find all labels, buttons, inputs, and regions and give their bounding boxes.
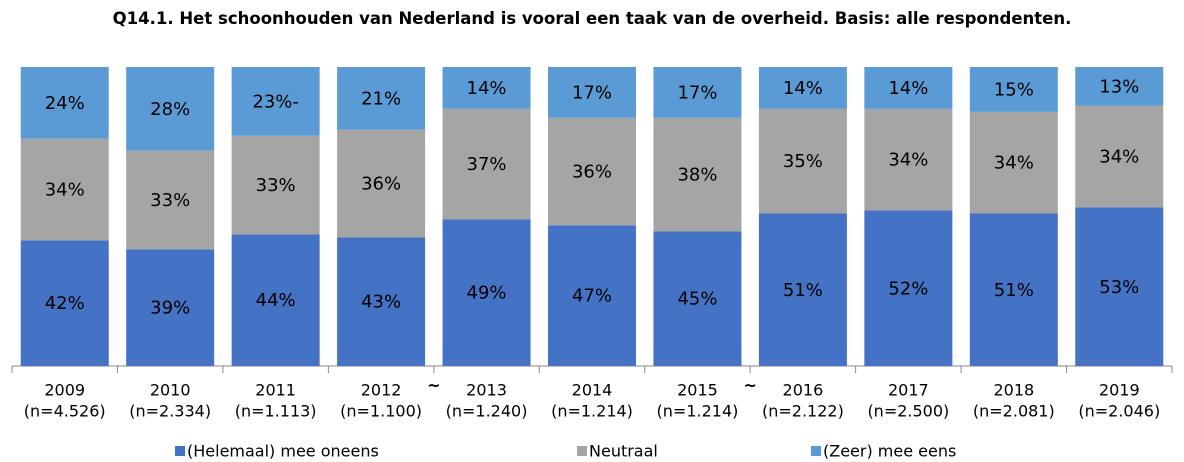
value-label: 36% bbox=[361, 174, 401, 195]
value-label: 34% bbox=[994, 153, 1034, 174]
value-label: 45% bbox=[677, 289, 717, 310]
bar-segment bbox=[548, 225, 636, 366]
value-label: 49% bbox=[467, 283, 507, 304]
value-label: 28% bbox=[150, 99, 190, 120]
bar-segment bbox=[20, 240, 109, 366]
bar-segment bbox=[1075, 105, 1164, 208]
bar-segment bbox=[758, 108, 847, 214]
bar-segment bbox=[442, 67, 531, 109]
bar-segment bbox=[758, 213, 847, 366]
x-tick-label: 2010 bbox=[150, 381, 191, 400]
x-tick-label: 2013 bbox=[466, 381, 507, 400]
legend-label: Neutraal bbox=[589, 442, 658, 461]
bar-segment bbox=[337, 67, 426, 130]
value-label: 35% bbox=[783, 151, 823, 172]
x-tick-sublabel: (n=2.500) bbox=[867, 402, 949, 421]
bar-segment bbox=[864, 67, 953, 109]
x-tick-label: 2014 bbox=[572, 381, 613, 400]
bar-segment bbox=[969, 67, 1058, 112]
bar-segment bbox=[126, 67, 215, 151]
value-label: 39% bbox=[150, 298, 190, 319]
bar-segment bbox=[20, 138, 109, 241]
x-tick-label: 2017 bbox=[888, 381, 929, 400]
x-tick-sublabel: (n=1.100) bbox=[340, 402, 422, 421]
x-tick-label: 2011 bbox=[255, 381, 296, 400]
value-label: 43% bbox=[361, 292, 401, 313]
value-label: 14% bbox=[888, 78, 928, 99]
bar-segment bbox=[548, 67, 636, 118]
value-label: 34% bbox=[45, 180, 85, 201]
legend-swatch bbox=[811, 446, 821, 456]
value-label: 24% bbox=[45, 93, 85, 114]
legend-swatch bbox=[577, 446, 587, 456]
chart-title: Q14.1. Het schoonhouden van Nederland is… bbox=[112, 9, 1072, 28]
value-label: 34% bbox=[1099, 147, 1139, 168]
x-tick-label: 2009 bbox=[44, 381, 85, 400]
value-label: 21% bbox=[361, 88, 401, 109]
bar-segment bbox=[231, 234, 320, 366]
bar-segment bbox=[653, 231, 742, 366]
bar-segment bbox=[969, 111, 1058, 214]
x-tick-label: 2016 bbox=[783, 381, 824, 400]
value-label: 14% bbox=[467, 78, 507, 99]
x-tick-sublabel: (n=1.240) bbox=[446, 402, 528, 421]
value-label: 13% bbox=[1099, 76, 1139, 97]
value-label: 38% bbox=[677, 165, 717, 186]
value-label: 52% bbox=[888, 278, 928, 299]
legend-label: (Helemaal) mee oneens bbox=[187, 442, 379, 461]
bar-segment bbox=[126, 249, 215, 366]
bar-segment bbox=[231, 135, 320, 235]
x-tick-sublabel: (n=4.526) bbox=[24, 402, 106, 421]
bar-segment bbox=[864, 210, 953, 366]
bar-segment bbox=[442, 108, 531, 220]
value-label: 53% bbox=[1099, 277, 1139, 298]
x-tick-sublabel: (n=1.113) bbox=[235, 402, 317, 421]
value-label: 51% bbox=[783, 280, 823, 301]
bar-segment bbox=[1075, 67, 1164, 106]
value-label: 17% bbox=[677, 82, 717, 103]
x-tick-label: 2015 bbox=[677, 381, 718, 400]
bar-segment bbox=[20, 67, 109, 139]
x-tick-sublabel: (n=1.214) bbox=[657, 402, 739, 421]
value-label: 42% bbox=[45, 293, 85, 314]
bar-segment bbox=[442, 219, 531, 366]
x-tick-sublabel: (n=1.214) bbox=[551, 402, 633, 421]
value-label: 33% bbox=[256, 175, 296, 196]
value-label: 34% bbox=[888, 150, 928, 171]
value-label: 44% bbox=[256, 290, 296, 311]
bar-segment bbox=[231, 67, 320, 136]
annotation: ~ bbox=[427, 376, 440, 395]
value-label: 37% bbox=[467, 154, 507, 175]
bar-segment bbox=[126, 150, 215, 250]
bar-segment bbox=[653, 117, 742, 232]
bar-segment bbox=[758, 67, 847, 109]
bar-segment bbox=[864, 108, 953, 211]
bar-segment bbox=[337, 237, 426, 366]
annotation: ~ bbox=[743, 376, 756, 395]
legend-label: (Zeer) mee eens bbox=[823, 442, 956, 461]
value-label: 17% bbox=[572, 82, 612, 103]
x-tick-label: 2018 bbox=[993, 381, 1034, 400]
x-tick-label: 2019 bbox=[1099, 381, 1140, 400]
value-label: 36% bbox=[572, 162, 612, 183]
bar-segment bbox=[969, 213, 1058, 366]
bar-segment bbox=[337, 129, 426, 238]
value-label: 51% bbox=[994, 280, 1034, 301]
x-tick-label: 2012 bbox=[361, 381, 402, 400]
bar-segment bbox=[1075, 207, 1164, 366]
value-label: 15% bbox=[994, 79, 1034, 100]
bar-segment bbox=[653, 67, 742, 118]
value-label: 14% bbox=[783, 78, 823, 99]
value-label: 23%- bbox=[252, 91, 299, 112]
x-tick-sublabel: (n=2.334) bbox=[129, 402, 211, 421]
x-tick-sublabel: (n=2.122) bbox=[762, 402, 844, 421]
value-label: 47% bbox=[572, 286, 612, 307]
x-tick-sublabel: (n=2.046) bbox=[1078, 402, 1160, 421]
value-label: 33% bbox=[150, 190, 190, 211]
legend-swatch bbox=[175, 446, 185, 456]
x-tick-sublabel: (n=2.081) bbox=[973, 402, 1055, 421]
bar-segment bbox=[548, 117, 636, 226]
